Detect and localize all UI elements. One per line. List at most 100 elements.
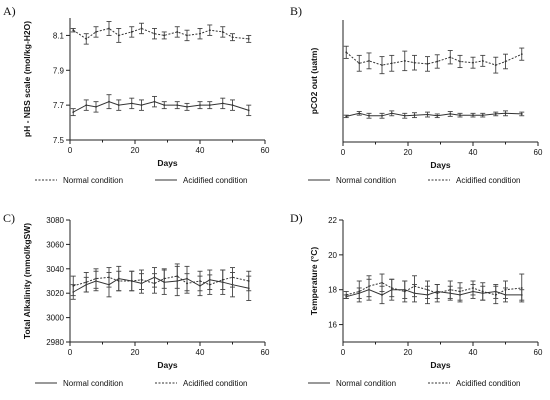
data-point xyxy=(85,281,88,284)
x-tick-label: 40 xyxy=(196,348,205,357)
data-point xyxy=(186,282,188,285)
data-point xyxy=(426,63,429,65)
data-point xyxy=(108,27,110,30)
data-point xyxy=(459,60,461,63)
data-point xyxy=(163,104,166,107)
legend-label: Normal condition xyxy=(63,379,123,388)
data-point xyxy=(481,290,484,293)
data-point xyxy=(520,287,523,289)
legend: Normal condition Acidified condition xyxy=(35,176,247,185)
data-point xyxy=(208,29,211,32)
data-point xyxy=(221,102,224,105)
data-point xyxy=(459,290,461,293)
data-point xyxy=(85,104,88,107)
data-point xyxy=(494,113,497,115)
data-point xyxy=(208,283,211,286)
data-point xyxy=(381,114,383,117)
panel-label: A) xyxy=(3,4,16,18)
data-point xyxy=(504,112,507,115)
data-point xyxy=(481,59,484,62)
data-point xyxy=(481,114,484,117)
data-point xyxy=(504,288,507,291)
data-point xyxy=(247,109,250,112)
data-point xyxy=(186,34,188,37)
series-line xyxy=(73,27,249,40)
y-tick-label: 7.5 xyxy=(53,136,65,145)
y-tick-label: 3040 xyxy=(46,265,64,274)
chart-panel-1: A) 0 20 40 60 7.5 7.7 7.9 8.1 Days pH - NBS scale … xyxy=(3,4,270,185)
legend-label: Acidified condition xyxy=(456,379,520,388)
x-tick-label: 40 xyxy=(196,146,205,155)
data-point xyxy=(221,31,224,33)
data-point xyxy=(140,104,143,107)
y-tick-label: 7.9 xyxy=(53,66,65,75)
x-tick-label: 20 xyxy=(404,148,413,157)
x-tick-label: 0 xyxy=(341,348,346,357)
data-point xyxy=(345,294,348,296)
data-point xyxy=(345,51,348,54)
data-point xyxy=(426,288,429,291)
y-axis-title: Temperature (°C) xyxy=(309,247,319,316)
legend-label: Acidified condition xyxy=(456,176,520,185)
legend-label: Normal condition xyxy=(63,176,123,185)
chart-panel-2: B) 0 20 40 60 Days pCO2 out (uatm) Normal condi… xyxy=(290,4,543,185)
y-tick-label: 22 xyxy=(328,216,337,225)
series-line xyxy=(73,101,249,113)
data-point xyxy=(472,61,474,64)
legend: Normal condition Acidified condition xyxy=(308,176,520,185)
data-point xyxy=(208,104,211,107)
series-1 xyxy=(70,265,252,301)
panel-label: D) xyxy=(290,211,303,225)
data-point xyxy=(247,38,250,40)
data-point xyxy=(413,114,416,117)
series-line xyxy=(73,276,249,293)
x-axis-title: Days xyxy=(157,360,178,370)
data-point xyxy=(231,276,234,279)
data-point xyxy=(390,112,393,115)
data-point xyxy=(345,115,348,118)
data-point xyxy=(413,285,416,288)
data-point xyxy=(72,29,75,32)
data-point xyxy=(199,280,201,282)
data-point xyxy=(117,34,120,37)
x-tick-label: 40 xyxy=(469,148,478,157)
data-point xyxy=(504,60,507,63)
data-point xyxy=(176,104,179,107)
series-1 xyxy=(70,21,252,45)
y-tick-label: 16 xyxy=(328,321,337,330)
series-2 xyxy=(70,94,252,117)
series-line xyxy=(345,51,523,66)
data-point xyxy=(199,32,201,35)
data-point xyxy=(381,281,383,284)
data-point xyxy=(163,277,166,280)
series-line xyxy=(346,112,522,117)
data-point xyxy=(390,62,393,65)
y-tick-label: 3000 xyxy=(46,314,64,323)
data-point xyxy=(130,102,133,105)
series-1 xyxy=(343,110,525,119)
y-tick-label: 2980 xyxy=(46,338,64,347)
data-point xyxy=(221,278,224,281)
data-point xyxy=(436,292,439,295)
y-tick-label: 3020 xyxy=(46,289,64,298)
data-point xyxy=(413,61,416,64)
x-tick-label: 0 xyxy=(341,148,346,157)
data-point xyxy=(130,31,133,33)
data-point xyxy=(95,277,97,280)
data-point xyxy=(186,105,188,108)
chart-panel-4: D) 0 20 40 60 16 18 20 22 Days Temperature (°C) Nor… xyxy=(290,211,543,388)
y-tick-label: 3060 xyxy=(46,240,64,249)
panel-label: B) xyxy=(290,4,302,18)
data-point xyxy=(449,56,452,59)
data-point xyxy=(358,62,361,65)
y-tick-label: 18 xyxy=(328,286,337,295)
data-point xyxy=(494,64,497,67)
x-axis-title: Days xyxy=(430,360,451,370)
x-tick-label: 60 xyxy=(261,146,270,155)
x-axis-title: Days xyxy=(430,160,451,170)
data-point xyxy=(140,278,143,281)
data-point xyxy=(390,287,393,289)
x-tick-label: 20 xyxy=(131,348,140,357)
legend-label: Acidified condition xyxy=(183,379,247,388)
